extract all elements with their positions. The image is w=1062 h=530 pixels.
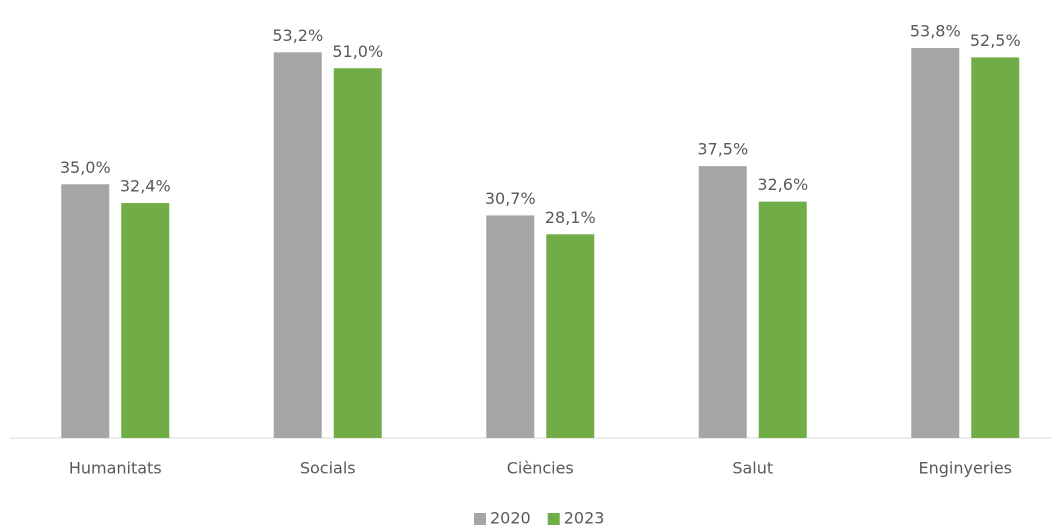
- x-tick-label: Socials: [300, 459, 356, 478]
- bar: [333, 68, 382, 438]
- bar: [698, 166, 747, 438]
- x-tick-label: Enginyeries: [918, 459, 1012, 478]
- legend-swatch: [547, 513, 560, 525]
- bar: [61, 184, 110, 438]
- legend-swatch: [474, 513, 486, 525]
- data-label: 52,5%: [970, 31, 1021, 50]
- data-label: 28,1%: [545, 208, 596, 227]
- data-label: 35,0%: [60, 158, 111, 177]
- data-label: 32,6%: [757, 175, 808, 194]
- data-label: 53,8%: [910, 21, 961, 40]
- data-label: 51,0%: [332, 42, 383, 61]
- x-tick-label: Salut: [732, 459, 773, 478]
- bar: [971, 57, 1020, 438]
- bar: [273, 52, 322, 439]
- data-label: 53,2%: [272, 26, 323, 45]
- bar: [911, 47, 960, 438]
- bar: [486, 215, 535, 438]
- data-label: 32,4%: [120, 177, 171, 196]
- bar: [121, 203, 170, 438]
- legend-label: 2023: [564, 509, 605, 528]
- bar: [546, 234, 595, 438]
- legend-label: 2020: [490, 509, 531, 528]
- bar: [758, 201, 807, 438]
- x-tick-label: Humanitats: [69, 459, 162, 478]
- data-label: 30,7%: [485, 189, 536, 208]
- x-tick-label: Ciències: [507, 459, 574, 478]
- data-label: 37,5%: [697, 140, 748, 159]
